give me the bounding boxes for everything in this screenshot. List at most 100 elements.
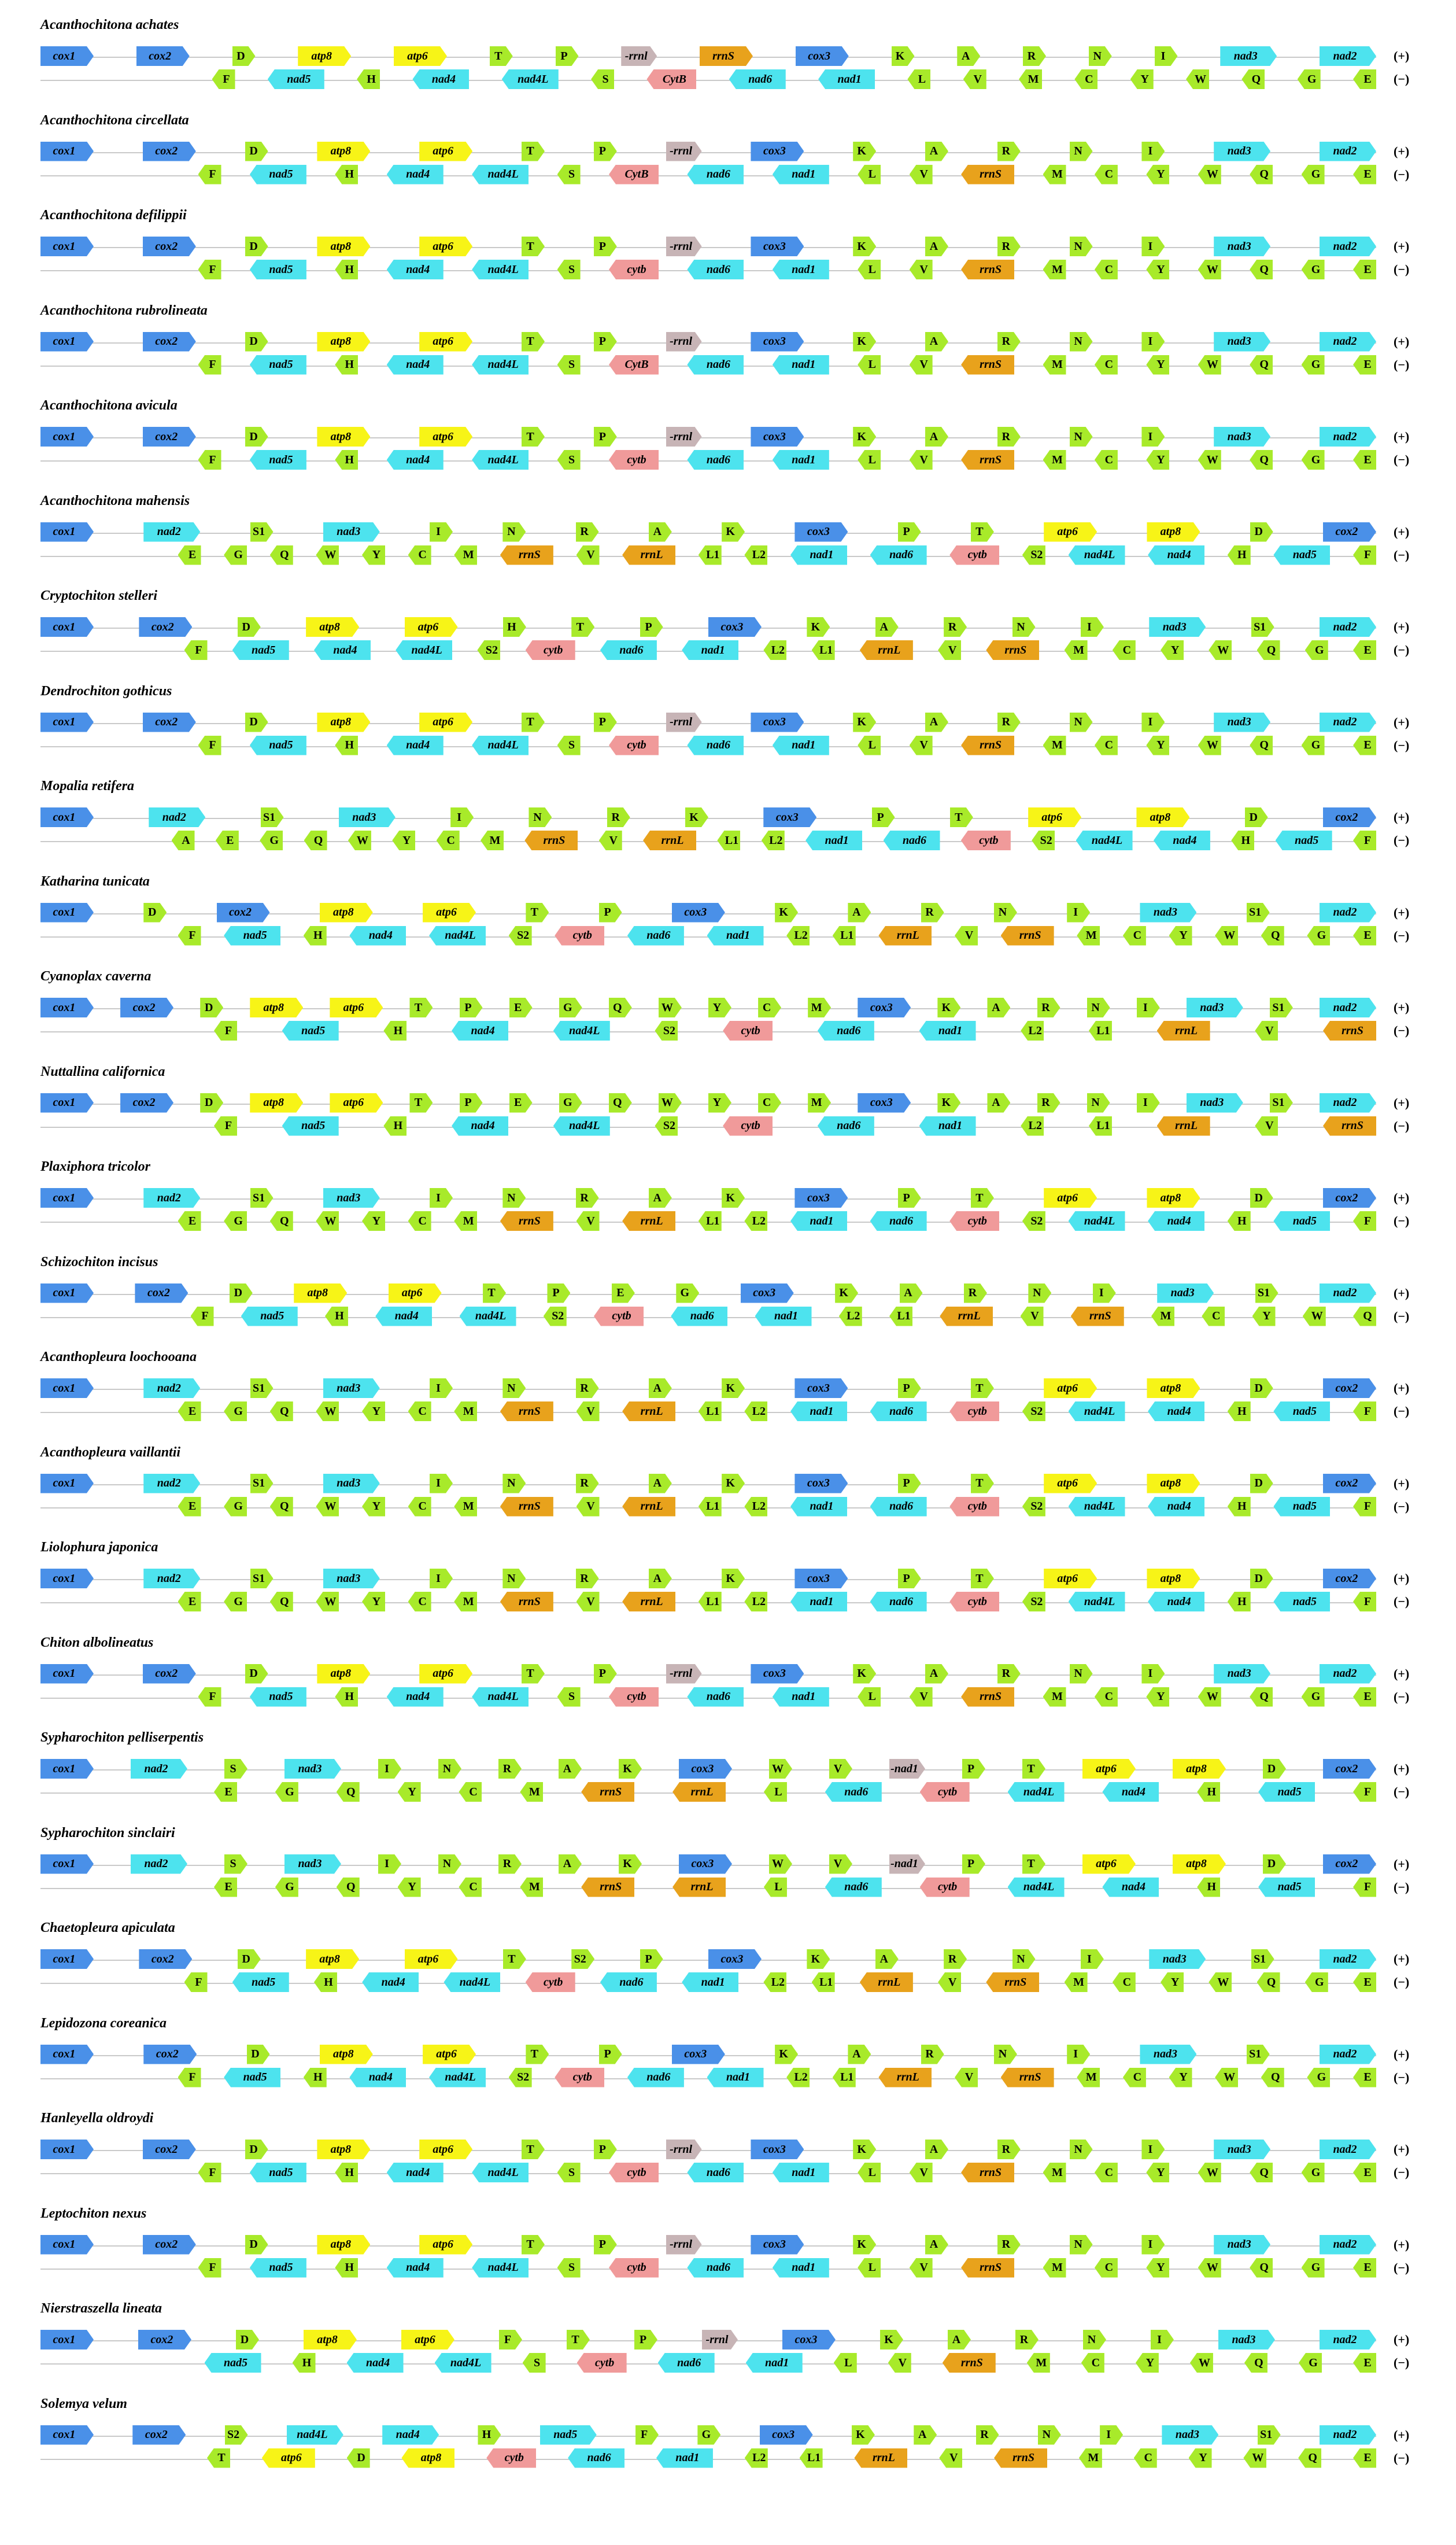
gene-v: V: [576, 545, 600, 565]
gene-nad6: nad6: [817, 1021, 874, 1041]
gene-nad3: nad3: [1214, 713, 1270, 732]
gene-cytb: cytb: [555, 2067, 605, 2087]
gene-label: atp6: [436, 906, 457, 919]
gene-q: Q: [269, 545, 293, 565]
gene-label: nad4L: [487, 739, 519, 751]
gene-t: T: [522, 1664, 545, 1684]
gene-nad3: nad3: [1214, 237, 1270, 256]
gene-label: nad1: [837, 72, 862, 86]
gene-d: D: [238, 1949, 261, 1969]
gene-nad4l: nad4L: [501, 69, 559, 89]
gene-label: S1: [1254, 1952, 1266, 1965]
species-name: Nuttallina californica: [40, 1064, 165, 1079]
gene-nad6: nad6: [687, 1687, 744, 1707]
gene-nad5: nad5: [249, 260, 306, 279]
gene-label: N: [998, 906, 1007, 919]
gene-label: W: [1206, 453, 1218, 466]
gene-label: nad6: [587, 2451, 611, 2464]
gene-atp6: atp6: [1044, 1378, 1097, 1398]
gene-label: T: [530, 906, 538, 919]
gene-nad2: nad2: [1320, 1664, 1376, 1684]
gene-nad5: nad5: [249, 2163, 306, 2182]
gene-w: W: [1198, 735, 1221, 755]
gene-label: T: [975, 1191, 984, 1204]
species-name: Acanthochitona rubrolineata: [40, 303, 208, 318]
gene-label: cox2: [156, 2048, 179, 2060]
gene-rrnl: -rrnl: [702, 2330, 738, 2349]
gene-h: H: [303, 2067, 327, 2087]
gene-label: W: [1224, 929, 1236, 942]
gene-label: atp6: [343, 1001, 364, 1014]
gene-label: nad3: [1227, 430, 1251, 443]
gene-d: D: [1263, 1854, 1286, 1874]
gene-nad3: nad3: [1214, 2235, 1270, 2255]
gene-v: V: [909, 1687, 933, 1707]
minus-strand-label: (−): [1394, 1784, 1410, 1799]
gene-k: K: [853, 2235, 876, 2255]
gene-label: nad1: [792, 168, 816, 180]
gene-nad1: nad1: [772, 2163, 829, 2182]
gene-d: D: [245, 237, 268, 256]
gene-label: nad2: [1333, 1667, 1357, 1680]
gene-v: V: [909, 450, 933, 470]
gene-label: E: [1363, 453, 1372, 466]
gene-nad5: nad5: [282, 1021, 339, 1041]
gene-a: A: [171, 831, 195, 850]
gene-label: H: [345, 739, 354, 751]
gene-label: G: [680, 1286, 690, 1299]
gene-nad2: nad2: [1320, 2045, 1376, 2064]
gene-s1: S1: [250, 1188, 274, 1208]
gene-s1: S1: [1247, 903, 1270, 923]
gene-nad4: nad4: [386, 355, 444, 375]
gene-nad4l: nad4L: [472, 260, 529, 279]
gene-label: nad4L: [475, 1310, 507, 1322]
gene-label: rrnS: [1004, 643, 1027, 656]
gene-label: nad3: [337, 1381, 361, 1395]
gene-g: G: [1305, 1972, 1328, 1992]
gene-label: nad1: [701, 1975, 725, 1989]
gene-label: L: [868, 453, 876, 466]
gene-label: I: [1148, 239, 1153, 253]
gene-label: R: [1002, 239, 1011, 253]
gene-rrnl: -rrnl: [666, 713, 702, 732]
gene-label: P: [598, 2238, 606, 2251]
gene-label: N: [507, 1381, 516, 1395]
gene-cox2: cox2: [120, 1093, 173, 1113]
gene-r: R: [976, 2425, 999, 2445]
gene-nad4: nad4: [382, 2425, 439, 2445]
gene-label: E: [513, 1001, 522, 1014]
gene-nad1: nad1: [772, 164, 829, 185]
gene-label: Y: [1170, 1975, 1180, 1989]
gene-y: Y: [1130, 69, 1154, 89]
gene-label: F: [1363, 1880, 1372, 1893]
gene-label: nad4: [381, 1975, 405, 1989]
gene-r: R: [997, 427, 1021, 447]
gene-label: nad6: [837, 1024, 861, 1037]
plus-strand-label: (+): [1394, 49, 1410, 63]
species-row: Acanthopleura loochooana (+) (−) cox1 nad2 S1…: [0, 1349, 1456, 1442]
gene-label: Q: [613, 1096, 622, 1109]
gene-label: W: [1206, 2261, 1218, 2274]
gene-label: A: [918, 2428, 927, 2441]
gene-rrnl: rrnL: [622, 1211, 676, 1231]
gene-label: Y: [1156, 168, 1165, 180]
species-row: Acanthochitona circellata (+) (−) cox1 cox2 D…: [0, 113, 1456, 205]
gene-h: H: [335, 164, 359, 185]
gene-label: cox3: [807, 1572, 830, 1585]
gene-label: L: [774, 1785, 782, 1798]
gene-label: C: [1091, 2356, 1100, 2369]
gene-label: L1: [840, 2071, 854, 2083]
gene-label: R: [948, 1952, 957, 1965]
gene-label: S2: [1030, 1500, 1043, 1513]
gene-rrns: rrnS: [581, 1782, 635, 1802]
gene-label: K: [779, 906, 788, 919]
gene-rrns: rrnS: [961, 260, 1015, 279]
gene-label: S: [568, 2166, 575, 2179]
gene-nad1: nad1: [790, 1401, 847, 1421]
gene-label: P: [560, 49, 568, 62]
gene-k: K: [853, 332, 876, 352]
gene-atp8: atp8: [317, 332, 370, 352]
gene-label: Q: [279, 1214, 289, 1227]
gene-label: nad1: [825, 833, 849, 847]
gene-label: G: [1311, 2261, 1321, 2274]
